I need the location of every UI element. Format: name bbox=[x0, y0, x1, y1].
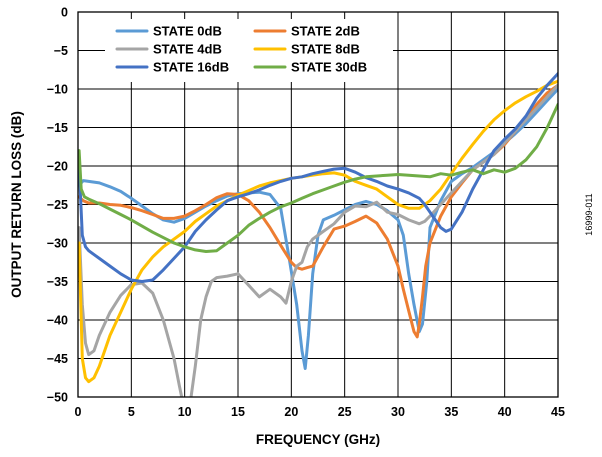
y-tick-label: −20 bbox=[47, 160, 68, 174]
x-tick-label: 0 bbox=[75, 405, 82, 419]
y-tick-label: 0 bbox=[61, 6, 68, 20]
legend-label: STATE 0dB bbox=[153, 24, 222, 39]
x-axis-label: FREQUENCY (GHz) bbox=[256, 432, 380, 447]
y-tick-label: −15 bbox=[47, 121, 68, 135]
x-tick-label: 25 bbox=[338, 405, 352, 419]
legend-background bbox=[105, 19, 393, 82]
y-tick-label: −35 bbox=[47, 275, 68, 289]
x-tick-label: 30 bbox=[391, 405, 405, 419]
legend: STATE 0dB STATE 2dB STATE 4dB STATE 8dB STAT… bbox=[105, 19, 393, 82]
y-tick-label: −30 bbox=[47, 237, 68, 251]
series-layer bbox=[78, 72, 558, 397]
y-tick-label: −25 bbox=[47, 198, 68, 212]
plot-frame bbox=[77, 11, 559, 398]
x-tick-label: 40 bbox=[498, 405, 512, 419]
legend-label: STATE 8dB bbox=[291, 42, 360, 57]
y-tick-labels: 0 −5 −10 −15 −20 −25 −30 −35 −40 −45 −50 bbox=[47, 6, 68, 405]
series-line-state-4db bbox=[78, 83, 558, 397]
x-tick-label: 20 bbox=[284, 405, 298, 419]
y-tick-label: −45 bbox=[47, 352, 68, 366]
y-axis-label: OUTPUT RETURN LOSS (dB) bbox=[9, 111, 24, 298]
series-line-state-16db bbox=[78, 72, 558, 283]
y-tick-label: −10 bbox=[47, 83, 68, 97]
legend-label: STATE 2dB bbox=[291, 24, 360, 39]
x-tick-label: 45 bbox=[551, 405, 565, 419]
y-tick-label: −5 bbox=[54, 44, 68, 58]
x-tick-label: 15 bbox=[231, 405, 245, 419]
legend-label: STATE 30dB bbox=[291, 60, 367, 75]
y-tick-label: −50 bbox=[47, 391, 68, 405]
x-tick-label: 10 bbox=[178, 405, 192, 419]
x-tick-label: 5 bbox=[128, 405, 135, 419]
x-tick-label: 35 bbox=[444, 405, 458, 419]
series-line-state-30db bbox=[78, 102, 558, 253]
x-tick-labels: 0 5 10 15 20 25 30 35 40 45 bbox=[75, 405, 565, 419]
y-tick-label: −40 bbox=[47, 314, 68, 328]
legend-label: STATE 4dB bbox=[153, 42, 222, 57]
legend-label: STATE 16dB bbox=[153, 60, 229, 75]
figure-id: 16999-011 bbox=[584, 193, 594, 235]
